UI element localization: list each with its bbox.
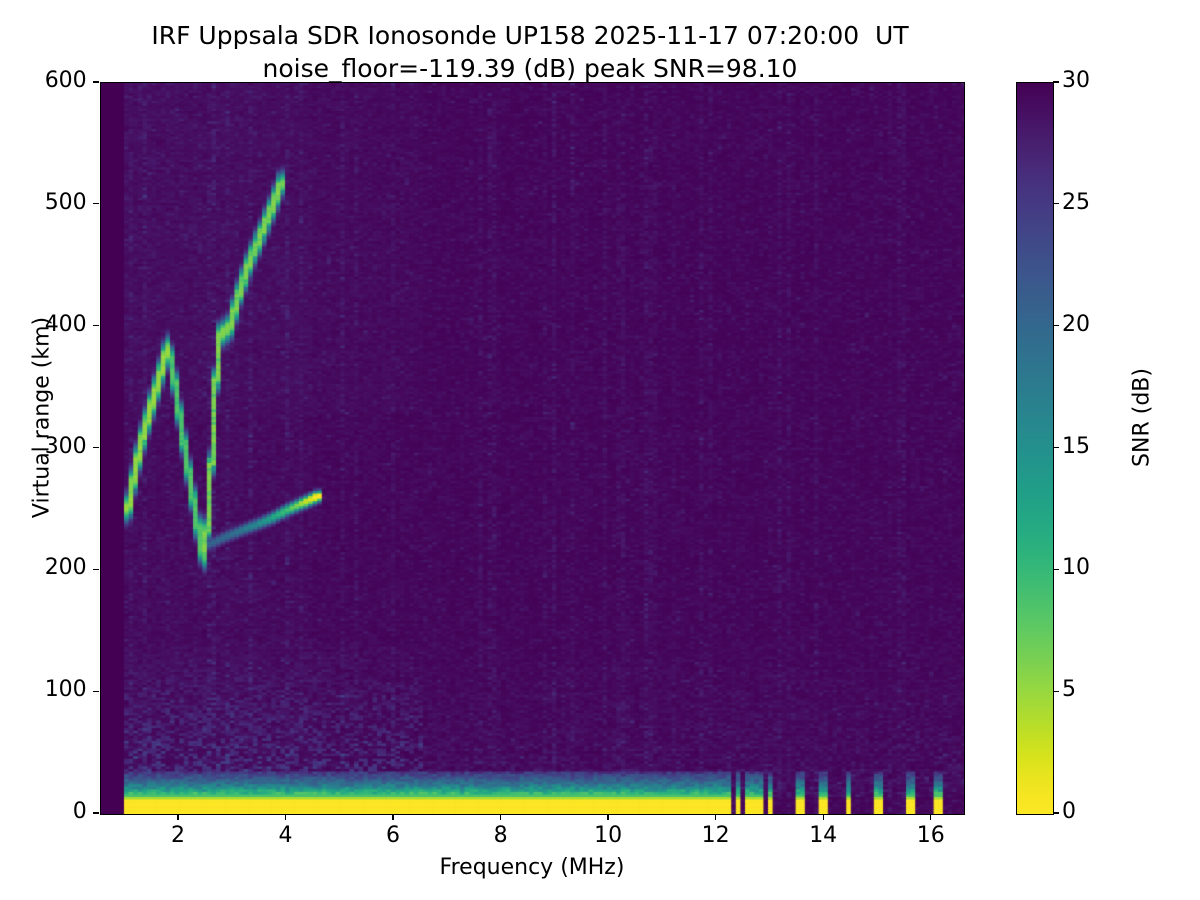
y-tick-label-100: 100 <box>44 677 87 703</box>
colorbar-tick-label-10: 10 <box>1062 555 1090 581</box>
x-tick-label-10: 10 <box>594 823 623 848</box>
x-tick-label-14: 14 <box>809 823 838 848</box>
colorbar-tick-25 <box>1053 203 1060 205</box>
y-tick-300 <box>92 446 99 449</box>
x-tick-10 <box>607 814 609 821</box>
y-tick-500 <box>92 203 99 205</box>
colorbar-tick-15 <box>1053 446 1060 449</box>
title-line-1: IRF Uppsala SDR Ionosonde UP158 2025-11-… <box>151 21 909 50</box>
y-tick-100 <box>92 690 99 692</box>
colorbar-tick-label-20: 20 <box>1062 311 1090 337</box>
y-tick-600 <box>92 81 99 83</box>
x-tick-label-12: 12 <box>701 823 730 848</box>
x-tick-6 <box>392 814 394 821</box>
y-tick-label-300: 300 <box>44 433 87 459</box>
colorbar-tick-label-15: 15 <box>1062 433 1090 459</box>
ionogram-heatmap-canvas <box>101 83 964 814</box>
colorbar-gradient <box>1017 83 1053 814</box>
y-tick-label-0: 0 <box>72 799 87 824</box>
x-tick-16 <box>930 814 932 821</box>
colorbar-tick-30 <box>1053 81 1060 83</box>
colorbar-tick-5 <box>1053 690 1060 692</box>
x-tick-label-8: 8 <box>493 823 508 848</box>
x-tick-4 <box>284 814 287 821</box>
colorbar-label: SNR (dB) <box>1129 368 1155 467</box>
y-tick-label-200: 200 <box>44 555 87 581</box>
colorbar-tick-label-25: 25 <box>1062 189 1090 215</box>
x-tick-label-4: 4 <box>278 823 293 848</box>
colorbar-tick-10 <box>1053 568 1060 570</box>
y-axis-label: Virtual range (km) <box>29 316 55 519</box>
colorbar-tick-label-0: 0 <box>1062 799 1076 824</box>
x-tick-label-6: 6 <box>386 823 401 848</box>
x-tick-2 <box>177 814 179 821</box>
y-tick-400 <box>92 325 99 327</box>
y-tick-200 <box>92 568 99 570</box>
y-tick-label-600: 600 <box>44 68 87 93</box>
figure-title: IRF Uppsala SDR Ionosonde UP158 2025-11-… <box>0 20 1060 85</box>
x-tick-label-16: 16 <box>916 823 945 848</box>
colorbar-tick-0 <box>1053 812 1060 814</box>
x-tick-14 <box>822 814 824 821</box>
y-tick-label-400: 400 <box>44 311 87 337</box>
x-axis-label: Frequency (MHz) <box>439 855 625 880</box>
x-tick-label-2: 2 <box>170 823 185 848</box>
colorbar <box>1016 82 1054 815</box>
ionogram-plot-area <box>100 82 965 815</box>
y-tick-label-500: 500 <box>44 189 87 215</box>
x-tick-12 <box>715 814 717 821</box>
title-line-2: noise_floor=-119.39 (dB) peak SNR=98.10 <box>262 53 798 83</box>
colorbar-tick-20 <box>1053 325 1060 327</box>
y-tick-0 <box>92 812 99 814</box>
x-tick-8 <box>499 814 502 821</box>
colorbar-tick-label-30: 30 <box>1062 68 1090 93</box>
colorbar-tick-label-5: 5 <box>1062 677 1076 703</box>
